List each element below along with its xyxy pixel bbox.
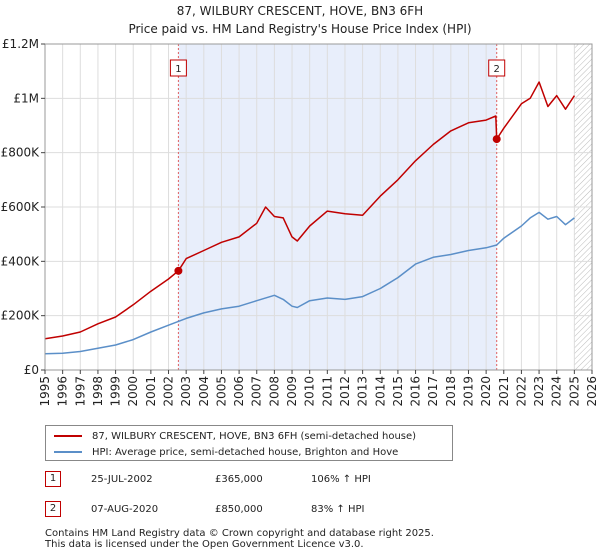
sale-hpi-change: 106% ↑ HPI — [311, 474, 371, 485]
footer-line-2: This data is licensed under the Open Gov… — [45, 539, 364, 550]
x-tick-label: 2011 — [320, 376, 334, 407]
legend-item-property: 87, WILBURY CRESCENT, HOVE, BN3 6FH (sem… — [54, 428, 416, 444]
x-tick-label: 2003 — [179, 376, 193, 407]
x-tick-label: 2024 — [550, 376, 564, 407]
chart-title: 87, WILBURY CRESCENT, HOVE, BN3 6FH Pric… — [0, 2, 600, 38]
legend-swatch-hpi — [54, 451, 82, 453]
x-tick-label: 2023 — [532, 376, 546, 407]
x-tick-label: 2026 — [585, 376, 599, 407]
sale-marker-box — [488, 59, 506, 77]
x-tick-label: 2005 — [214, 376, 228, 407]
sale-badge: 1 — [45, 471, 61, 487]
sale-price: £365,000 — [215, 474, 263, 485]
x-tick-label: 2025 — [567, 376, 581, 407]
price-chart: £0£200K£400K£600K£800K£1M£1.2M 1995 1996 1… — [1, 37, 599, 407]
x-axis-ticks: 1995 1996 1997 1998 1999 2000 2001 2002 2003 2004… — [38, 370, 599, 407]
x-tick-label: 2002 — [162, 376, 176, 407]
legend: 87, WILBURY CRESCENT, HOVE, BN3 6FH (sem… — [45, 425, 453, 461]
x-tick-label: 1998 — [91, 376, 105, 407]
y-tick-label: £0 — [24, 363, 39, 377]
property-series-line — [45, 81, 576, 340]
x-tick-label: 1996 — [56, 376, 70, 407]
x-tick-label: 2001 — [144, 376, 158, 407]
footer: Contains HM Land Registry data © Crown c… — [45, 528, 434, 550]
x-tick-label: 1995 — [38, 376, 52, 407]
sale-point — [492, 135, 501, 144]
hpi-series-line — [45, 211, 575, 355]
footer-line-1: Contains HM Land Registry data © Crown c… — [45, 528, 434, 539]
y-axis-ticks: £0 £200K £400K £600K £800K £1M £1.2M — [1, 37, 45, 377]
title-line-1: 87, WILBURY CRESCENT, HOVE, BN3 6FH — [176, 4, 424, 18]
sale-marker-box — [169, 59, 187, 77]
x-tick-label: 2012 — [338, 376, 352, 407]
x-tick-label: 2020 — [479, 376, 493, 407]
legend-swatch-property — [54, 435, 82, 437]
x-tick-label: 2022 — [514, 376, 528, 407]
x-tick-label: 2007 — [250, 376, 264, 407]
y-tick-label: £1M — [13, 91, 39, 105]
x-tick-label: 2006 — [232, 376, 246, 407]
y-tick-label: £200K — [1, 309, 41, 323]
legend-item-hpi: HPI: Average price, semi-detached house,… — [54, 444, 398, 460]
y-tick-label: £800K — [1, 146, 41, 160]
x-tick-label: 2008 — [267, 376, 281, 407]
sale-date: 25-JUL-2002 — [91, 474, 153, 485]
sale-row: 1 25-JUL-2002 £365,000 106% ↑ HPI — [0, 468, 600, 492]
legend-label-hpi: HPI: Average price, semi-detached house,… — [92, 446, 399, 458]
x-tick-label: 2017 — [426, 376, 440, 407]
title-line-2: Price paid vs. HM Land Registry's House … — [128, 22, 472, 36]
x-tick-label: 1999 — [109, 376, 123, 407]
x-tick-label: 2013 — [356, 376, 370, 407]
y-tick-label: £1.2M — [2, 37, 39, 51]
y-tick-label: £400K — [1, 254, 41, 268]
sale-badge: 2 — [45, 501, 61, 517]
sale-hpi-change: 83% ↑ HPI — [311, 504, 365, 515]
sale-date: 07-AUG-2020 — [91, 504, 159, 515]
sale-point — [174, 266, 183, 275]
x-tick-label: 2004 — [197, 376, 211, 407]
y-tick-label: £600K — [1, 200, 41, 214]
sale-row: 2 07-AUG-2020 £850,000 83% ↑ HPI — [0, 498, 600, 522]
x-tick-label: 2021 — [497, 376, 511, 407]
x-tick-label: 2019 — [461, 376, 475, 407]
x-tick-label: 2016 — [409, 376, 423, 407]
legend-label-property: 87, WILBURY CRESCENT, HOVE, BN3 6FH (sem… — [92, 430, 417, 442]
series-lines — [45, 81, 576, 355]
x-tick-label: 2014 — [373, 376, 387, 407]
x-tick-label: 1997 — [73, 376, 87, 407]
x-tick-label: 2010 — [303, 376, 317, 407]
sale-price: £850,000 — [215, 504, 263, 515]
x-tick-label: 2015 — [391, 376, 405, 407]
x-tick-label: 2018 — [444, 376, 458, 407]
x-tick-label: 2009 — [285, 376, 299, 407]
x-tick-label: 2000 — [126, 376, 140, 407]
sale-marker-label: 2 — [494, 64, 500, 75]
sale-points — [174, 135, 501, 275]
sale-marker-label: 1 — [175, 64, 181, 75]
